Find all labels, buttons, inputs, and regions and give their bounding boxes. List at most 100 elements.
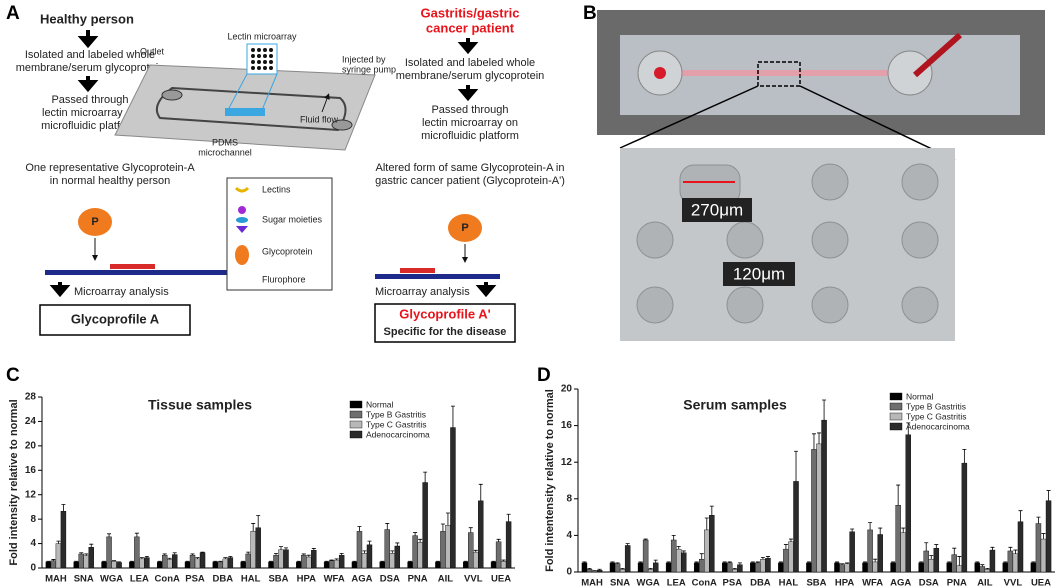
- lectin-icon: [234, 186, 250, 193]
- bar: [167, 559, 173, 569]
- bar: [468, 532, 474, 569]
- error-bar: [727, 561, 732, 563]
- error-bar: [102, 560, 107, 562]
- error-bar: [806, 561, 811, 563]
- error-bar: [811, 433, 816, 450]
- x-tick-label: PNA: [408, 574, 428, 585]
- error-bar: [51, 559, 56, 561]
- error-bar: [157, 560, 162, 562]
- y-axis-label: Fold intensity relative to normal: [8, 399, 20, 565]
- error-bar: [863, 561, 868, 563]
- y-tick-label: 20: [25, 440, 37, 451]
- bar: [783, 548, 789, 573]
- tube: [913, 32, 962, 78]
- bar: [389, 553, 396, 569]
- panel-letter: B: [583, 3, 597, 24]
- error-bar: [896, 484, 901, 506]
- bar: [222, 558, 229, 569]
- bar: [189, 554, 196, 569]
- error-bar: [46, 560, 51, 562]
- bar: [755, 562, 761, 573]
- error-bar: [491, 560, 496, 562]
- y-tick-label: 16: [25, 465, 37, 476]
- bar: [862, 562, 868, 573]
- error-bar: [256, 515, 261, 528]
- bar: [596, 569, 603, 573]
- bar: [788, 541, 794, 573]
- error-bar: [1036, 516, 1041, 524]
- error-bar: [334, 558, 339, 561]
- step-text: membrane/serum glycoprotein: [396, 70, 545, 82]
- bar: [351, 561, 358, 569]
- bar: [918, 562, 924, 573]
- outlet: [161, 89, 183, 101]
- y-tick-label: 16: [561, 420, 573, 431]
- error-bar: [947, 561, 952, 563]
- bar: [737, 564, 743, 573]
- error-bar: [172, 552, 177, 555]
- arrow: [77, 76, 99, 93]
- sugar-icon: [238, 206, 246, 214]
- healthy-title: Healthy person: [40, 11, 134, 26]
- bar: [961, 462, 968, 573]
- error-bar: [408, 560, 413, 562]
- error-bar: [671, 535, 676, 540]
- error-bar: [750, 561, 755, 563]
- error-bar: [850, 528, 855, 532]
- bar: [614, 563, 621, 573]
- bar: [727, 562, 733, 573]
- inset-lines: [227, 73, 278, 111]
- arrow: [77, 30, 99, 49]
- error-bar: [223, 557, 228, 559]
- error-bar: [648, 567, 653, 570]
- x-tick-label: ConA: [155, 574, 180, 585]
- device-label: Fluid flow: [300, 114, 339, 124]
- error-bar: [765, 556, 770, 559]
- bar: [50, 560, 57, 569]
- error-bar: [435, 560, 440, 562]
- bar: [417, 542, 423, 569]
- scale-label: 270μm: [691, 200, 743, 219]
- error-bar: [610, 561, 615, 563]
- legend-label: Type C Gastritis: [906, 411, 966, 421]
- x-tick-label: PNA: [947, 578, 967, 588]
- bar: [1017, 521, 1024, 573]
- array-dots: [251, 48, 273, 70]
- bar: [255, 527, 261, 569]
- sugar-icon: [236, 217, 248, 223]
- bar: [45, 561, 52, 569]
- bar: [989, 549, 996, 573]
- device-label: PDMS: [212, 137, 238, 147]
- bar: [591, 570, 598, 573]
- bar: [111, 561, 117, 569]
- bar: [338, 554, 345, 569]
- device-label: Lectin microarray: [227, 31, 297, 41]
- legend-label: Type B Gastritis: [906, 401, 966, 411]
- result-note: Specific for the disease: [384, 326, 507, 338]
- bar: [984, 569, 991, 573]
- error-bar: [329, 559, 334, 561]
- error-bar: [919, 561, 924, 563]
- bar: [619, 569, 626, 573]
- bar: [709, 515, 715, 573]
- panel-letter: D: [537, 365, 551, 386]
- port-dye: [654, 67, 666, 79]
- error-bar: [74, 560, 79, 562]
- chart-title: Serum samples: [683, 397, 787, 413]
- scale-label: 120μm: [733, 264, 785, 283]
- error-bar: [117, 561, 122, 563]
- analysis-label: Microarray analysis: [74, 286, 169, 298]
- error-bar: [582, 561, 587, 563]
- bar: [478, 500, 484, 569]
- bar: [139, 558, 145, 569]
- bar: [450, 427, 456, 569]
- bar: [811, 449, 817, 573]
- bar: [974, 562, 981, 573]
- bar: [1045, 500, 1052, 573]
- bar: [422, 482, 428, 569]
- x-tick-label: ConA: [692, 578, 717, 588]
- bar: [681, 552, 687, 573]
- y-tick-label: 4: [30, 538, 36, 549]
- step-text: Isolated and labeled whole: [405, 57, 535, 69]
- bar: [867, 529, 873, 573]
